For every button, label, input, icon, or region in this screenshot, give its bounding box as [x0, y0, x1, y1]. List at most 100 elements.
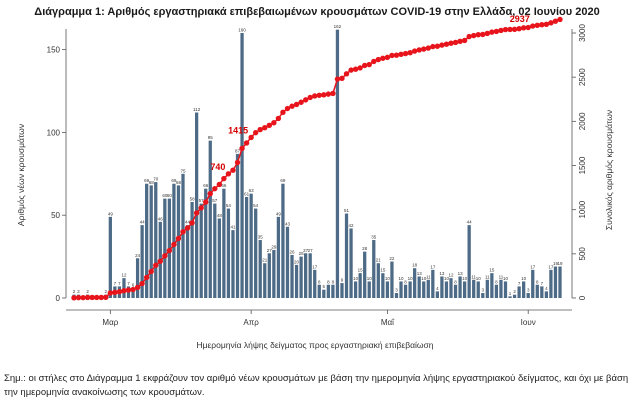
bar — [540, 286, 544, 298]
bar-data-label: 66 — [221, 183, 227, 188]
bar — [331, 284, 335, 298]
cumulative-point — [80, 294, 86, 301]
bar-data-label: 21 — [262, 258, 268, 263]
bar-data-label: 68 — [149, 180, 155, 185]
cumulative-point — [489, 29, 495, 35]
bar — [512, 294, 517, 298]
bar — [285, 226, 290, 298]
cumulative-point — [516, 25, 522, 32]
bar — [290, 254, 294, 298]
bar-data-label: 48 — [217, 213, 223, 218]
bar — [226, 208, 231, 298]
cumulative-point — [157, 258, 163, 264]
cumulative-point — [534, 22, 540, 29]
x-tick-label: Μαΐ — [381, 318, 395, 327]
cumulative-point — [325, 91, 332, 97]
bar — [240, 33, 244, 298]
bar-data-label: 43 — [285, 221, 291, 226]
bar — [385, 281, 390, 298]
cumulative-point — [153, 262, 159, 268]
bar — [249, 193, 253, 298]
bar — [294, 264, 299, 298]
bar-data-label: 7 — [127, 281, 130, 286]
bar — [276, 216, 281, 298]
bar — [272, 249, 276, 298]
cumulative-point — [162, 253, 168, 259]
bar — [472, 279, 476, 298]
bar — [199, 203, 203, 298]
cumulative-point — [352, 66, 359, 72]
cumulative-point — [507, 26, 513, 33]
bar-data-label: 10 — [367, 276, 373, 281]
bar — [490, 273, 494, 298]
bar-data-label: 61 — [244, 191, 250, 196]
cumulative-point — [293, 101, 300, 108]
bar-data-label: 13 — [458, 271, 464, 276]
bar-data-label: 35 — [371, 235, 377, 240]
cumulative-point — [366, 61, 372, 68]
bar — [485, 279, 489, 298]
bar-data-label: 11 — [499, 274, 504, 279]
cumulative-point — [234, 159, 241, 166]
bar — [335, 29, 340, 298]
bar-data-label: 21 — [376, 258, 382, 263]
footnote: Σημ.: οι στήλες στο Διάγραμμα 1 εκφράζου… — [4, 373, 629, 398]
bar — [422, 281, 426, 298]
bar — [308, 253, 312, 298]
bar-data-label: 49 — [276, 211, 282, 216]
bar-data-label: 8 — [536, 279, 539, 284]
bar-data-label: 12 — [121, 273, 127, 278]
bar-data-label: 19 — [557, 261, 563, 266]
bar — [399, 281, 403, 298]
bar-data-label: 20 — [294, 259, 300, 264]
cumulative-point — [121, 287, 127, 294]
bar — [326, 284, 330, 298]
cumulative-point — [125, 287, 132, 293]
bar-data-label: 60 — [162, 193, 168, 198]
cumulative-point — [411, 48, 418, 54]
bar — [317, 284, 321, 298]
bar — [535, 284, 539, 298]
cumulative-point — [94, 294, 100, 301]
cumulative-point — [371, 58, 377, 65]
bar-data-label: 112 — [193, 107, 201, 112]
cumulative-point — [148, 268, 154, 275]
y-left-tick-label: 150 — [47, 46, 61, 55]
cumulative-point — [480, 31, 486, 38]
y-left-tick-label: 50 — [51, 211, 60, 220]
cumulative-point — [357, 65, 363, 71]
cumulative-point — [84, 294, 91, 301]
bar-data-label: 46 — [158, 216, 164, 221]
bar — [363, 251, 367, 298]
bar — [163, 198, 167, 298]
bar-data-label: 8 — [454, 279, 457, 284]
cumulative-point — [175, 235, 182, 242]
cumulative-point — [225, 171, 232, 177]
bar-data-label: 17 — [530, 264, 536, 269]
cumulative-point — [557, 16, 563, 23]
bar-data-label: 63 — [249, 188, 255, 193]
y-right-tick-label: 1500 — [578, 156, 587, 174]
bar-data-label: 10 — [503, 276, 509, 281]
bar-data-label: 42 — [349, 223, 355, 228]
bar — [131, 288, 135, 298]
cumulative-point — [239, 145, 245, 152]
bar-data-label: 8 — [332, 279, 335, 284]
bar — [394, 293, 399, 298]
bar — [322, 289, 326, 298]
cumulative-point — [348, 67, 354, 73]
cumulative-point — [439, 42, 445, 48]
bar-data-label: 10 — [521, 276, 527, 281]
cumulative-point — [430, 43, 436, 50]
cumulative-point — [421, 46, 427, 52]
cumulative-point — [71, 295, 77, 301]
bar — [403, 284, 408, 298]
cumulative-point — [525, 24, 531, 31]
cumulative-point — [312, 93, 318, 99]
cumulative-data-label: 1415 — [228, 125, 248, 135]
cumulative-point — [203, 199, 209, 205]
cumulative-point — [112, 289, 118, 296]
bar — [526, 293, 530, 298]
bar-data-label: 10 — [385, 276, 391, 281]
cumulative-point — [475, 31, 481, 38]
